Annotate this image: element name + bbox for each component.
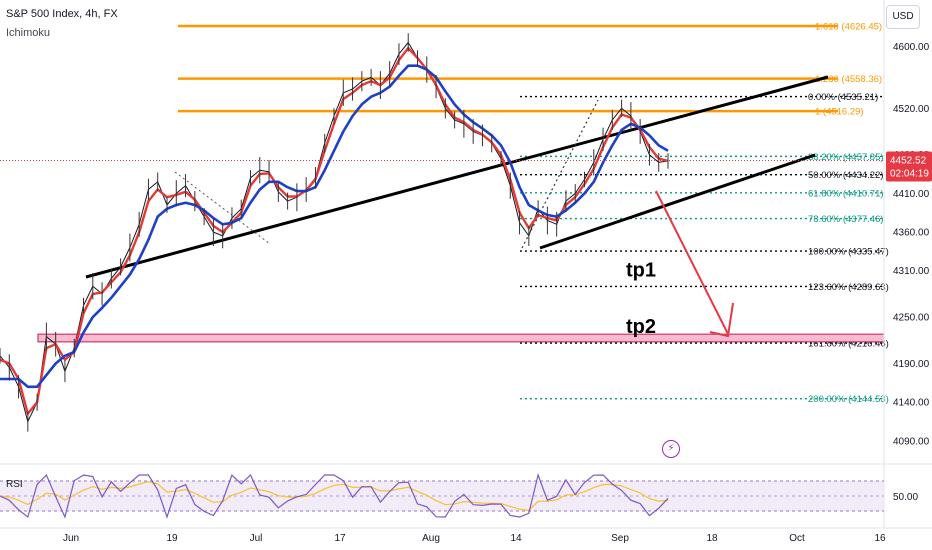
fib-retracement-label: 38.20% (4457.85)	[808, 152, 884, 163]
y-tick-label: 4600.00	[893, 42, 930, 53]
y-tick-label: 4360.00	[893, 228, 930, 239]
annotations: tp1 tp2	[626, 259, 656, 338]
fibonacci-levels: 1.618 (4626.45) 1.236 (4558.36) 1 (4516.29…	[178, 21, 889, 405]
projection-arrow-head	[709, 302, 734, 338]
rsi-panel: 50.00	[0, 472, 918, 519]
price-series-line	[0, 42, 669, 423]
rsi-level-label: 50.00	[893, 492, 918, 503]
rsi-ma-line	[0, 481, 669, 511]
fib-extension-label: 1 (4516.29)	[815, 107, 864, 118]
x-tick-label: Jul	[250, 533, 263, 544]
x-tick-label: 14	[510, 533, 522, 544]
target-label: tp2	[626, 316, 656, 338]
projection-arrow-line	[655, 190, 729, 335]
fib-retracement-label: 161.80% (4216.46)	[808, 339, 889, 350]
symbol-title: S&P 500 Index, 4h, FX	[6, 8, 118, 20]
y-tick-label: 4090.00	[893, 436, 930, 447]
price-channel	[85, 75, 829, 279]
channel-lower-line	[539, 153, 816, 250]
x-tick-label: Oct	[789, 533, 805, 544]
target-label: tp1	[626, 259, 656, 281]
x-tick-label: 16	[874, 533, 886, 544]
projection-arrow	[655, 190, 734, 338]
price-countdown: 02:04:19	[890, 168, 929, 179]
fib-retracement-label: 200.00% (4144.53)	[808, 394, 889, 405]
y-tick-label: 4140.00	[893, 398, 930, 409]
fib-retracement-label: 0.00% (4535.21)	[808, 92, 878, 103]
fib-retracement-label: 61.80% (4410.71)	[808, 188, 884, 199]
x-tick-label: Jun	[63, 533, 79, 544]
x-tick-label: Sep	[611, 533, 629, 544]
x-tick-label: 19	[166, 533, 178, 544]
y-tick-label: 4520.00	[893, 104, 930, 115]
currency-button[interactable]: USD	[886, 5, 920, 29]
x-tick-label: 17	[334, 533, 346, 544]
current-price-tag	[886, 151, 932, 182]
fib-retracement-label: 78.60% (4377.46)	[808, 214, 884, 225]
y-tick-label: 4250.00	[893, 313, 930, 324]
price-series	[0, 33, 669, 432]
rsi-band	[0, 481, 884, 511]
fib-retracement-label: 100.00% (4335.47)	[808, 247, 889, 258]
indicator-label: Ichimoku	[6, 27, 51, 39]
x-tick-label: Aug	[422, 533, 440, 544]
lightning-icon[interactable]: ⚡	[662, 440, 680, 458]
y-tick-label: 4190.00	[893, 359, 930, 370]
channel-upper-line	[85, 75, 829, 279]
rsi-label: RSI	[6, 479, 23, 490]
fib-extension-label: 1.236 (4558.36)	[815, 74, 882, 85]
support-zone	[37, 333, 885, 343]
current-price-value: 4452.52	[890, 155, 927, 166]
support-zone-box	[37, 333, 885, 343]
fib-retracement-label: 50.00% (4434.22)	[808, 170, 884, 181]
x-tick-label: 18	[706, 533, 718, 544]
fib-extension-label: 1.618 (4626.45)	[815, 21, 882, 32]
y-tick-label: 4410.00	[893, 189, 930, 200]
rsi-line	[0, 472, 669, 519]
fib-retracement-label: 123.60% (4289.63)	[808, 282, 889, 293]
tenkan-series-line	[0, 46, 669, 415]
y-tick-label: 4310.00	[893, 266, 930, 277]
